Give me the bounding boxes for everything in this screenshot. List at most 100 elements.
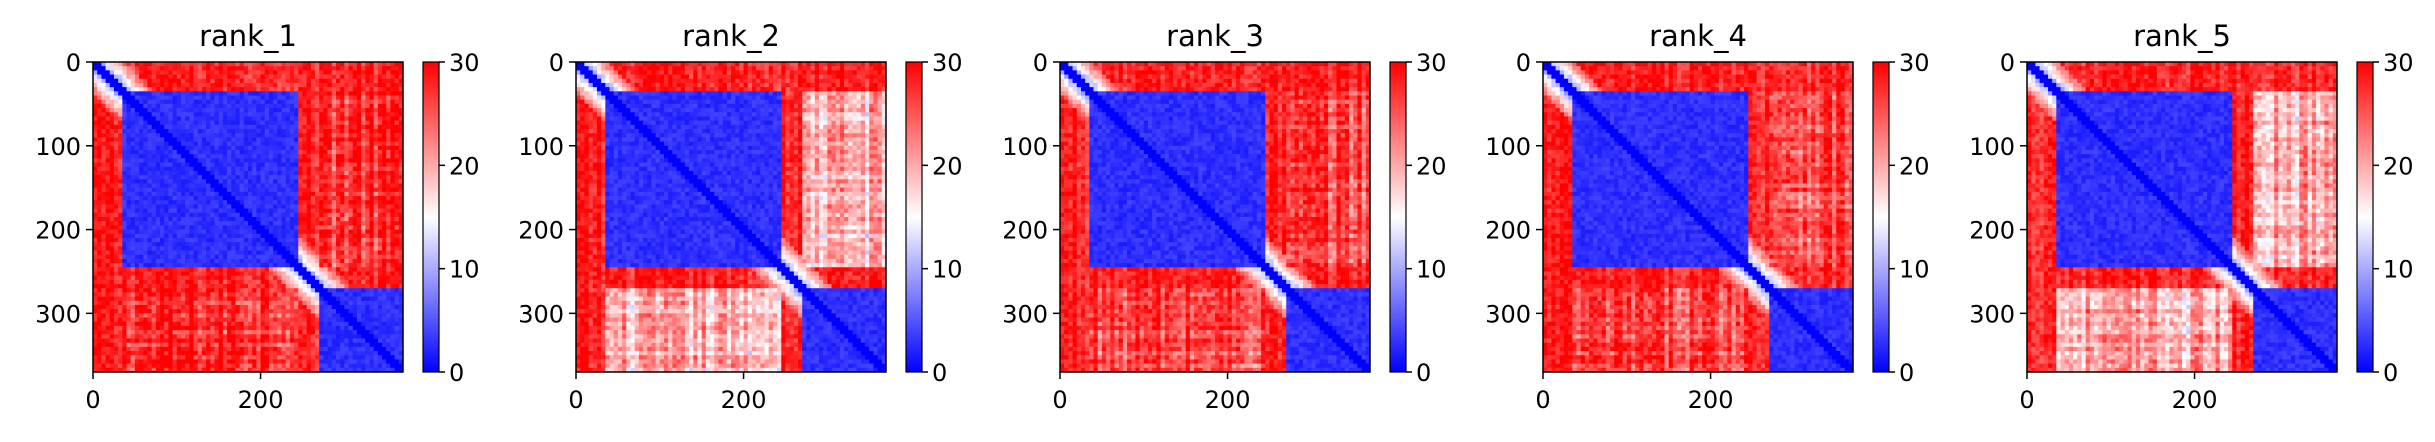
- heatmap-cell: [156, 263, 161, 268]
- heatmap-cell: [248, 255, 253, 260]
- heatmap-cell: [265, 116, 270, 121]
- heatmap-cell: [386, 246, 391, 251]
- heatmap-cell: [382, 209, 387, 214]
- heatmap-cell: [328, 196, 333, 201]
- heatmap-cell: [185, 183, 190, 188]
- heatmap-cell: [139, 121, 144, 126]
- heatmap-cell: [273, 163, 278, 168]
- heatmap-cell: [185, 108, 190, 113]
- heatmap-cell: [365, 242, 370, 247]
- heatmap-cell: [227, 100, 232, 105]
- heatmap-cell: [110, 221, 115, 226]
- heatmap-cell: [210, 217, 215, 222]
- heatmap-cell: [235, 100, 240, 105]
- heatmap-cell: [307, 217, 312, 222]
- heatmap-cell: [290, 326, 295, 331]
- heatmap-cell: [223, 292, 228, 297]
- heatmap-cell: [152, 100, 157, 105]
- heatmap-cell: [168, 133, 173, 138]
- heatmap-cell: [194, 167, 199, 172]
- heatmap-cell: [156, 171, 161, 176]
- heatmap-cell: [290, 297, 295, 302]
- heatmap-cell: [160, 133, 165, 138]
- heatmap-cell: [231, 305, 236, 310]
- heatmap-cell: [223, 142, 228, 147]
- heatmap-cell: [336, 204, 341, 209]
- heatmap-cell: [369, 209, 374, 214]
- heatmap-cell: [315, 96, 320, 101]
- heatmap-cell: [302, 108, 307, 113]
- heatmap-cell: [210, 112, 215, 117]
- heatmap-cell: [114, 200, 119, 205]
- heatmap-cell: [147, 146, 152, 151]
- heatmap-cell: [198, 179, 203, 184]
- heatmap-cell: [248, 158, 253, 163]
- heatmap-cell: [290, 217, 295, 222]
- heatmap-cell: [97, 129, 102, 134]
- heatmap-cell: [361, 246, 366, 251]
- heatmap-cell: [181, 288, 186, 293]
- heatmap-cell: [273, 200, 278, 205]
- heatmap-cell: [164, 150, 169, 155]
- heatmap-cell: [240, 188, 245, 193]
- heatmap-cell: [323, 230, 328, 235]
- heatmap-cell: [382, 121, 387, 126]
- heatmap-cell: [311, 112, 316, 117]
- heatmap-cell: [319, 251, 324, 256]
- heatmap-cell: [164, 163, 169, 168]
- heatmap-cell: [386, 255, 391, 260]
- heatmap-cell: [147, 280, 152, 285]
- heatmap-cell: [114, 83, 119, 88]
- heatmap-cell: [395, 108, 400, 113]
- heatmap-cell: [265, 251, 270, 256]
- heatmap-cell: [290, 276, 295, 281]
- heatmap-cell: [164, 326, 169, 331]
- heatmap-cell: [97, 188, 102, 193]
- heatmap-cell: [177, 297, 182, 302]
- heatmap-cell: [240, 246, 245, 251]
- heatmap-cell: [147, 230, 152, 235]
- heatmap-cell: [147, 297, 152, 302]
- heatmap-cell: [240, 133, 245, 138]
- heatmap-cell: [135, 297, 140, 302]
- heatmap-cell: [139, 108, 144, 113]
- heatmap-cell: [294, 305, 299, 310]
- heatmap-cell: [101, 146, 106, 151]
- heatmap-cell: [181, 267, 186, 272]
- heatmap-cell: [114, 125, 119, 130]
- heatmap-cell: [340, 209, 345, 214]
- heatmap-cell: [152, 116, 157, 121]
- heatmap-cell: [349, 75, 354, 80]
- heatmap-cell: [248, 225, 253, 230]
- heatmap-cell: [382, 322, 387, 327]
- heatmap-cell: [152, 255, 157, 260]
- heatmap-cell: [273, 192, 278, 197]
- heatmap-cell: [206, 280, 211, 285]
- heatmap-cell: [365, 163, 370, 168]
- heatmap-cell: [202, 167, 207, 172]
- heatmap-cell: [302, 171, 307, 176]
- heatmap-cell: [160, 276, 165, 281]
- heatmap-cell: [256, 133, 261, 138]
- heatmap-cell: [357, 112, 362, 117]
- heatmap-cell: [189, 137, 194, 142]
- heatmap-cell: [160, 137, 165, 142]
- heatmap-cell: [198, 150, 203, 155]
- heatmap-cell: [256, 192, 261, 197]
- heatmap-cell: [101, 305, 106, 310]
- heatmap-cell: [265, 154, 270, 159]
- heatmap-cell: [173, 318, 178, 323]
- heatmap-cell: [319, 116, 324, 121]
- heatmap-cell: [332, 217, 337, 222]
- heatmap-cell: [361, 288, 366, 293]
- heatmap-cell: [194, 217, 199, 222]
- heatmap-cell: [378, 225, 383, 230]
- heatmap-cell: [315, 192, 320, 197]
- heatmap-cell: [181, 217, 186, 222]
- heatmap-cell: [277, 75, 282, 80]
- heatmap-cell: [139, 150, 144, 155]
- heatmap-cell: [344, 213, 349, 218]
- heatmap-cell: [147, 213, 152, 218]
- heatmap-cell: [332, 209, 337, 214]
- heatmap-cell: [173, 292, 178, 297]
